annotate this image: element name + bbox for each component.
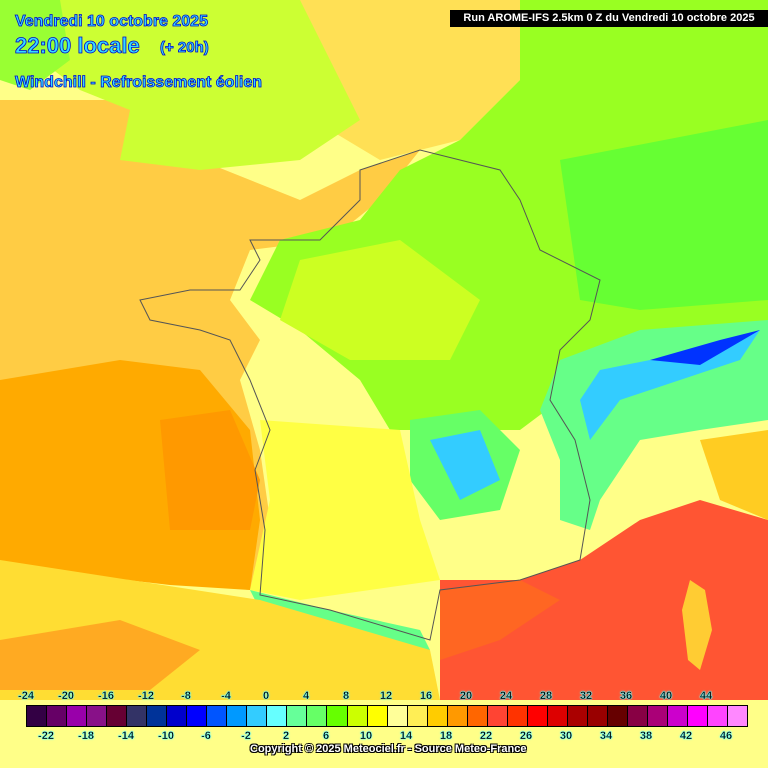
legend-swatch [227,706,248,726]
legend-swatch [67,706,88,726]
legend-swatch [467,706,488,726]
legend-swatch [407,706,428,726]
legend-swatch [567,706,588,726]
legend-swatch [167,706,188,726]
legend-swatch [287,706,308,726]
color-scale-legend [26,705,748,727]
italy-land [700,430,768,520]
legend-swatch [247,706,268,726]
legend-swatch [347,706,368,726]
legend-swatch [307,706,328,726]
legend-label-top: 36 [619,690,633,702]
uk-land [40,0,360,170]
legend-swatch [107,706,128,726]
legend-swatch [267,706,288,726]
southwest-france [250,420,440,600]
legend-swatch [627,706,648,726]
legend-label-top: 0 [262,690,270,702]
alps-cold-zone [580,330,760,440]
legend-label-top: 44 [699,690,713,702]
legend-swatch [47,706,68,726]
corsica [682,580,712,670]
legend-label-bottom: -18 [78,730,94,742]
legend-label-bottom: 34 [599,730,613,742]
alps-coldest-zone [650,330,760,365]
mediterranean-sea [440,500,768,700]
legend-label-bottom: 22 [479,730,493,742]
legend-label-bottom: 10 [359,730,373,742]
legend-swatch [487,706,508,726]
legend-swatch [427,706,448,726]
legend-label-top: -4 [221,690,231,702]
northern-france-zone [280,240,480,360]
legend-swatch [688,706,709,726]
legend-label-top: 16 [419,690,433,702]
legend-swatch [587,706,608,726]
legend-swatch [327,706,348,726]
pyrenees [250,590,430,650]
legend-swatch [547,706,568,726]
forecast-time: 22:00 locale [15,33,141,59]
forecast-date: Vendredi 10 octobre 2025 [15,13,209,31]
legend-label-top: -20 [58,690,74,702]
legend-label-bottom: 30 [559,730,573,742]
legend-swatch [207,706,228,726]
legend-swatch [87,706,108,726]
coastline [139,149,601,641]
legend-label-bottom: -6 [201,730,211,742]
legend-label-top: 40 [659,690,673,702]
legend-label-bottom: 14 [399,730,413,742]
legend-label-top: -24 [18,690,34,702]
legend-label-top: 20 [459,690,473,702]
legend-label-bottom: 46 [719,730,733,742]
bay-of-biscay-warm-zone [160,410,260,530]
legend-label-top: 28 [539,690,553,702]
legend-swatch [387,706,408,726]
legend-swatch [127,706,148,726]
legend-label-bottom: -22 [38,730,54,742]
legend-label-bottom: 38 [639,730,653,742]
legend-label-bottom: -10 [158,730,174,742]
legend-label-top: -16 [98,690,114,702]
legend-label-top: 24 [499,690,513,702]
legend-label-top: 4 [302,690,310,702]
legend-swatch [447,706,468,726]
spain-warm-zone [0,620,200,690]
massif-central-cold-zone [430,430,500,500]
alps [540,320,768,530]
legend-label-bottom: 18 [439,730,453,742]
gulf-of-lion [440,580,560,660]
legend-swatch [147,706,168,726]
germany-cool-zone [560,120,768,310]
legend-swatch [527,706,548,726]
legend-swatch [708,706,729,726]
legend-label-top: 12 [379,690,393,702]
legend-label-bottom: 6 [322,730,330,742]
legend-swatch [728,706,748,726]
forecast-lead-time: (+ 20h) [160,39,210,57]
legend-label-top: 8 [342,690,350,702]
legend-label-bottom: 26 [519,730,533,742]
legend-label-top: -8 [181,690,191,702]
parameter-title: Windchill - Refroissement éolien [15,74,263,92]
ireland-land [0,0,70,90]
legend-label-bottom: 42 [679,730,693,742]
legend-swatch [647,706,668,726]
legend-label-bottom: -14 [118,730,134,742]
legend-label-bottom: -2 [241,730,251,742]
legend-swatch [668,706,689,726]
legend-swatch [607,706,628,726]
copyright: Copyright © 2025 Meteociel.fr - Source M… [250,743,527,755]
legend-swatch [187,706,208,726]
model-run-label: Run AROME-IFS 2.5km 0 Z du Vendredi 10 o… [450,10,768,27]
legend-label-bottom: 2 [282,730,290,742]
legend-swatch [367,706,388,726]
legend-label-top: 32 [579,690,593,702]
legend-label-top: -12 [138,690,154,702]
legend-swatch [507,706,528,726]
legend-swatch [27,706,48,726]
